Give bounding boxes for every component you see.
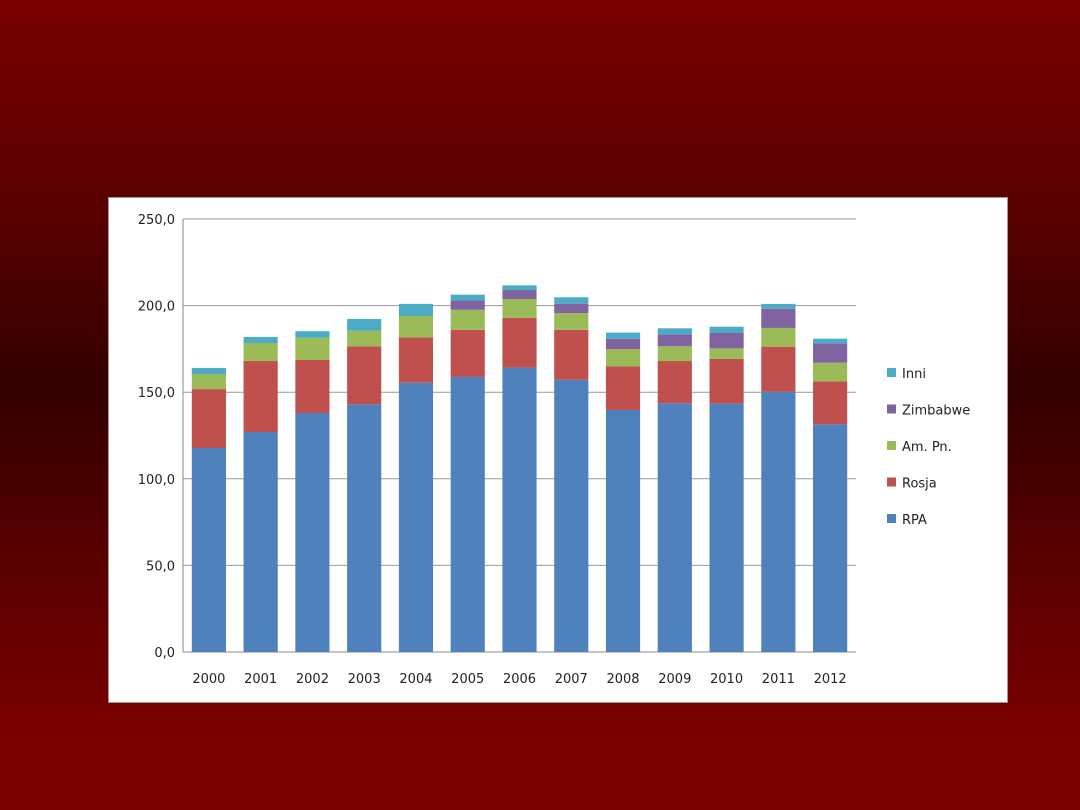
bar-segment-am-pn--2004 <box>398 315 434 338</box>
bar-segment-rpa-2007 <box>554 379 589 652</box>
legend-label: RPA <box>902 513 927 528</box>
bar-segment-inni-2010 <box>709 326 744 333</box>
bar-segment-rpa-2011 <box>761 391 796 652</box>
x-tick-label: 2000 <box>192 672 225 687</box>
x-tick-label: 2008 <box>606 672 639 687</box>
x-tick-label: 2007 <box>555 672 588 687</box>
bar-segment-rpa-2000 <box>191 447 226 652</box>
bar-segment-rosja-2001 <box>243 361 278 433</box>
bar-segment-am-pn--2002 <box>295 337 330 360</box>
bar-segment-inni-2002 <box>295 331 330 338</box>
bar-segment-inni-2011 <box>761 303 796 309</box>
bar-segment-am-pn--2006 <box>502 299 537 318</box>
bar-segment-inni-2001 <box>243 336 278 344</box>
x-tick-label: 2006 <box>503 672 536 687</box>
legend-swatch <box>887 368 896 377</box>
y-tick-label: 150,0 <box>138 386 175 401</box>
bar-segment-rpa-2005 <box>450 376 485 652</box>
bar-segment-zimbabwe-2010 <box>709 332 744 349</box>
chart-container: 0,0 50,0 100,0 150,0 200,0 250,0 2000 2001 2002 2… <box>108 197 1008 703</box>
bar-segment-am-pn--2000 <box>191 374 226 390</box>
legend-label: Zimbabwe <box>902 404 970 419</box>
bar-segment-rosja-2011 <box>761 346 796 392</box>
bar-segment-zimbabwe-2008 <box>605 338 641 350</box>
bar-segment-am-pn--2010 <box>709 348 744 359</box>
bar-segment-rosja-2007 <box>554 329 589 380</box>
stacked-bar-chart: 0,0 50,0 100,0 150,0 200,0 250,0 2000 2001 2002 2… <box>138 213 971 687</box>
x-tick-label: 2004 <box>399 672 432 687</box>
bar-segment-rpa-2001 <box>243 432 278 652</box>
x-tick-label: 2009 <box>658 672 691 687</box>
bar-segment-rosja-2012 <box>813 381 848 425</box>
bar-segment-rosja-2005 <box>450 329 485 377</box>
bar-segment-rosja-2000 <box>191 389 226 448</box>
x-tick-label: 2011 <box>762 672 795 687</box>
bar-segment-rosja-2003 <box>347 346 382 405</box>
bar-segment-am-pn--2012 <box>813 362 848 382</box>
bar-segment-inni-2003 <box>347 318 382 331</box>
bar-segment-inni-2004 <box>398 303 434 316</box>
legend-label: Rosja <box>902 477 937 492</box>
bar-segment-inni-2008 <box>605 332 641 339</box>
bar-segment-am-pn--2008 <box>605 349 641 367</box>
bar-segment-rosja-2004 <box>398 337 434 383</box>
x-tick-label: 2012 <box>814 672 847 687</box>
bar-segment-inni-2007 <box>554 297 589 304</box>
bar-segment-rpa-2008 <box>605 410 641 652</box>
bar-segment-rpa-2010 <box>709 403 744 652</box>
bar-segment-rpa-2009 <box>657 403 692 652</box>
bar-segment-zimbabwe-2009 <box>657 334 692 347</box>
legend-swatch <box>887 404 896 414</box>
legend-swatch <box>887 514 896 523</box>
bar-segment-rpa-2002 <box>295 412 330 652</box>
y-tick-label: 200,0 <box>138 300 175 315</box>
y-tick-label: 50,0 <box>146 559 175 574</box>
bar-segment-zimbabwe-2006 <box>502 290 537 300</box>
bar-segment-rpa-2003 <box>347 404 382 652</box>
bar-segment-rpa-2012 <box>813 424 848 652</box>
x-tick-label: 2003 <box>348 672 381 687</box>
y-tick-label: 0,0 <box>154 646 175 661</box>
bar-segment-inni-2012 <box>813 338 848 344</box>
bar-segment-am-pn--2009 <box>657 346 692 362</box>
x-tick-label: 2001 <box>244 672 277 687</box>
x-tick-label: 2002 <box>296 672 329 687</box>
bar-segment-zimbabwe-2007 <box>554 303 589 314</box>
bar-segment-inni-2005 <box>450 294 485 301</box>
bar-segment-inni-2009 <box>657 328 692 335</box>
bar-segment-rosja-2009 <box>657 361 692 404</box>
bar-segment-am-pn--2007 <box>554 313 589 330</box>
bar-segment-rosja-2010 <box>709 358 744 404</box>
bar-segment-rosja-2008 <box>605 366 641 411</box>
x-tick-label: 2005 <box>451 672 484 687</box>
legend-label: Am. Pn. <box>902 440 952 455</box>
bar-segment-am-pn--2005 <box>450 309 485 330</box>
y-tick-label: 250,0 <box>138 213 175 228</box>
bar-segment-zimbabwe-2005 <box>450 300 485 310</box>
bar-segment-rpa-2006 <box>502 367 537 652</box>
bar-segment-zimbabwe-2012 <box>813 343 848 363</box>
bar-segment-inni-2000 <box>191 367 226 375</box>
bar-segment-am-pn--2011 <box>761 327 796 347</box>
bar-segment-rosja-2006 <box>502 317 537 368</box>
x-tick-label: 2010 <box>710 672 743 687</box>
bar-segment-inni-2006 <box>502 285 537 291</box>
bar-segment-rpa-2004 <box>398 382 434 652</box>
bar-segment-rosja-2002 <box>295 359 330 413</box>
bar-segment-am-pn--2003 <box>347 330 382 347</box>
legend-swatch <box>887 441 896 450</box>
bar-segment-zimbabwe-2011 <box>761 308 796 328</box>
legend-label: Inni <box>902 367 926 382</box>
legend-swatch <box>887 477 896 487</box>
bar-segment-am-pn--2001 <box>243 343 278 362</box>
y-tick-label: 100,0 <box>138 473 175 488</box>
